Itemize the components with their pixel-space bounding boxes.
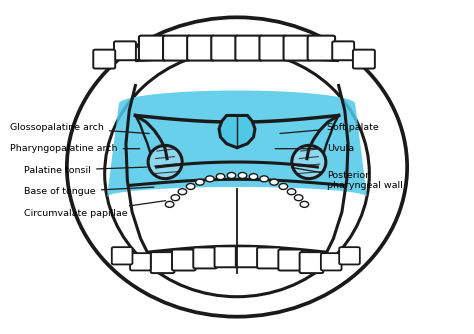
Text: Soft palate: Soft palate: [280, 123, 379, 134]
Circle shape: [238, 172, 247, 178]
Polygon shape: [219, 116, 255, 148]
FancyBboxPatch shape: [257, 247, 281, 269]
FancyBboxPatch shape: [193, 247, 217, 269]
FancyBboxPatch shape: [283, 36, 311, 60]
FancyBboxPatch shape: [187, 36, 215, 60]
Text: Palatine tonsil: Palatine tonsil: [24, 166, 147, 175]
Circle shape: [249, 174, 258, 180]
Polygon shape: [107, 91, 367, 197]
FancyBboxPatch shape: [259, 36, 287, 60]
Ellipse shape: [148, 145, 182, 179]
Circle shape: [186, 183, 195, 189]
Circle shape: [279, 183, 288, 189]
Ellipse shape: [105, 50, 369, 297]
Text: Uvula: Uvula: [275, 144, 354, 153]
Ellipse shape: [292, 145, 326, 179]
Circle shape: [270, 179, 278, 185]
Circle shape: [294, 195, 303, 201]
FancyBboxPatch shape: [339, 247, 360, 265]
Circle shape: [216, 174, 225, 180]
Text: Base of tongue: Base of tongue: [24, 187, 154, 196]
Ellipse shape: [67, 17, 407, 317]
Circle shape: [196, 179, 204, 185]
Text: Posterior
pharyngeal wall: Posterior pharyngeal wall: [292, 167, 402, 190]
FancyBboxPatch shape: [236, 36, 263, 60]
FancyBboxPatch shape: [215, 246, 238, 267]
FancyBboxPatch shape: [211, 36, 238, 60]
FancyBboxPatch shape: [308, 36, 335, 60]
Text: Pharyngopalatine arch: Pharyngopalatine arch: [10, 144, 140, 153]
Circle shape: [171, 195, 180, 201]
Circle shape: [300, 201, 309, 207]
Circle shape: [260, 176, 268, 182]
FancyBboxPatch shape: [321, 253, 342, 271]
FancyBboxPatch shape: [278, 249, 302, 271]
FancyBboxPatch shape: [300, 252, 323, 273]
FancyBboxPatch shape: [130, 253, 151, 271]
Circle shape: [227, 172, 236, 178]
Circle shape: [206, 176, 214, 182]
Circle shape: [178, 189, 187, 195]
FancyBboxPatch shape: [151, 252, 174, 273]
FancyBboxPatch shape: [93, 50, 115, 68]
FancyBboxPatch shape: [114, 41, 136, 60]
Text: Glossopalatine arch: Glossopalatine arch: [10, 123, 149, 134]
FancyBboxPatch shape: [112, 247, 132, 265]
Circle shape: [287, 189, 296, 195]
FancyBboxPatch shape: [353, 50, 375, 68]
FancyBboxPatch shape: [163, 36, 191, 60]
FancyBboxPatch shape: [139, 36, 166, 60]
Text: Circumvalate papillae: Circumvalate papillae: [24, 201, 166, 218]
FancyBboxPatch shape: [172, 249, 196, 271]
FancyBboxPatch shape: [236, 246, 259, 267]
Circle shape: [165, 201, 174, 207]
FancyBboxPatch shape: [332, 41, 354, 60]
